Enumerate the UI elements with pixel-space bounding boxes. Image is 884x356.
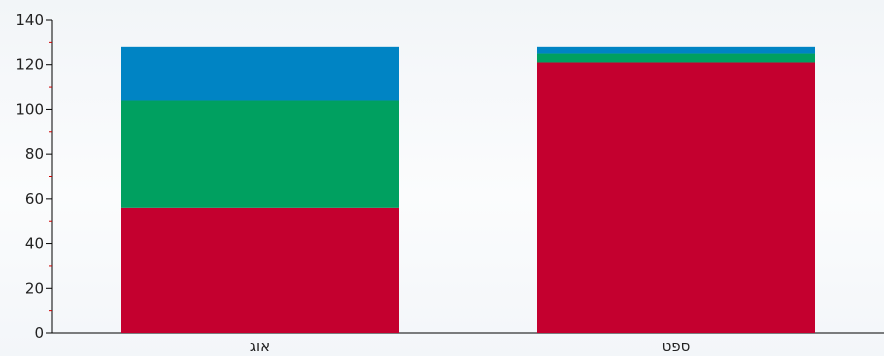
y-tick-label: 40 [25, 235, 44, 253]
y-tick-label: 100 [15, 100, 44, 118]
x-category-label: ספט [662, 337, 691, 355]
bar-segment-אוג-1 [121, 100, 399, 208]
bar-segment-ספט-1 [537, 53, 815, 63]
y-tick-label: 0 [34, 324, 44, 342]
y-tick-label: 80 [25, 145, 44, 163]
y-tick-label: 20 [25, 279, 44, 297]
bar-segment-ספט-0 [537, 62, 815, 333]
y-tick-label: 120 [15, 56, 44, 74]
x-category-label: אוג [250, 337, 270, 355]
y-tick-label: 140 [15, 11, 44, 29]
bar-segment-ספט-2 [537, 46, 815, 54]
bar-segment-אוג-2 [121, 46, 399, 101]
bars [121, 46, 815, 333]
y-axis: 0 20 40 60 80 100 120 140 [15, 11, 53, 342]
bar-segment-אוג-0 [121, 207, 399, 333]
x-axis: אוג ספט [52, 332, 884, 355]
y-tick-label: 60 [25, 190, 44, 208]
